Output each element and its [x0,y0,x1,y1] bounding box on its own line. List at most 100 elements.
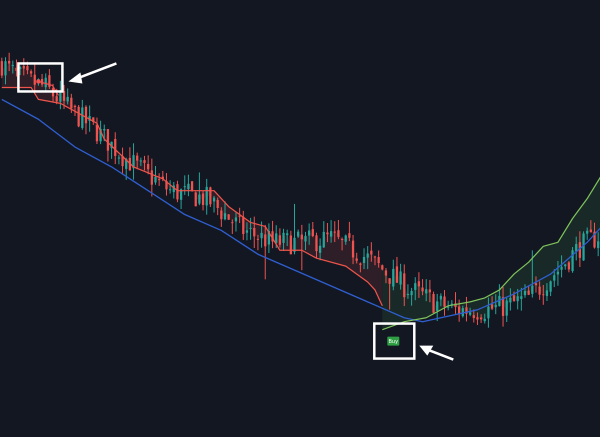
candle-body [326,232,329,235]
candle-body [516,296,519,302]
candle-body [48,75,51,87]
candle-body [223,213,227,220]
candle-body [165,180,168,190]
candle-body [439,295,442,300]
candle-body [597,241,600,249]
candle-body [242,216,245,235]
candle-body [370,250,373,255]
candle-body [70,97,73,109]
candle-body [348,233,351,238]
candle-body [454,303,457,308]
sell-annotation-arrow [73,62,117,81]
candle-body [300,234,303,240]
candle-body [110,141,113,149]
candle-body [564,264,567,267]
candle-body [468,312,472,315]
candle-body [490,304,494,309]
sell-annotation-arrowhead [68,72,83,84]
sell-signal-line [38,80,53,87]
trail-stop-up-line [382,176,600,331]
candle-body [355,258,358,261]
candle-body [81,107,84,128]
buy-annotation-arrow [426,348,454,361]
candle-body [22,65,25,69]
candle-body [132,155,135,169]
candle-body [168,189,172,191]
buy-signal-label: Buy [389,339,399,345]
candle-body [161,176,164,179]
candle-body [264,234,267,247]
candle-body [176,184,179,200]
candle-body [395,266,399,283]
candle-body [479,317,483,320]
candle-body [366,253,369,258]
candle-body [106,129,110,151]
moving-average-line [1,98,600,323]
candle-body [542,294,545,296]
candle-body [447,306,450,308]
candle-body [209,187,212,205]
candle-body [114,139,117,156]
candle-body [425,289,428,294]
candle-body [84,106,88,124]
candle-body [578,242,582,258]
candle-body [458,306,461,315]
candle-body [505,300,508,316]
candle-body [103,129,106,131]
candle-body [139,160,142,162]
candle-body [392,268,395,287]
candle-body [238,215,241,217]
candle-body [582,233,585,261]
candle-body [567,262,571,270]
candle-body [586,230,589,234]
candle-body [136,155,139,161]
candle-body [501,297,505,316]
candle-body [172,185,175,193]
candle-body [201,193,205,205]
candle-body [472,315,475,319]
candle-body [520,296,523,299]
candle-body [465,307,468,314]
candle-body [534,283,538,286]
candle-body [183,186,186,188]
candle-body [351,240,355,258]
candle-body [344,235,347,242]
candle-body [275,233,278,243]
candle-body [417,281,421,287]
candle-body [18,67,22,70]
candle-body [158,179,161,181]
candle-body [523,290,527,296]
candle-body [545,290,549,296]
candles-layer [0,52,600,328]
candle-body [40,78,44,85]
candle-body [154,176,157,183]
candle-body [403,273,406,298]
candle-body [560,267,563,270]
buy-annotation-arrowhead [419,345,434,356]
uptrend-fill [382,177,600,330]
signals-layer: Buy [36,79,400,346]
candle-body [483,318,486,322]
candle-body [538,286,541,295]
candle-body [436,301,439,311]
candle-body [512,295,516,302]
candle-body [187,183,190,190]
candle-body [571,250,574,272]
candle-body [340,238,344,240]
candle-body [556,271,560,275]
candle-body [267,230,271,245]
candle-body [26,66,29,71]
candle-body [399,271,402,285]
candle-body [194,192,197,207]
candle-body [549,281,552,292]
lines-layer [1,86,600,331]
candle-body [388,278,391,284]
candle-body [121,155,124,167]
candle-body [190,181,194,191]
candle-body [329,231,333,237]
candle-body [4,61,7,76]
candle-body [487,306,490,319]
candle-body [410,290,413,296]
